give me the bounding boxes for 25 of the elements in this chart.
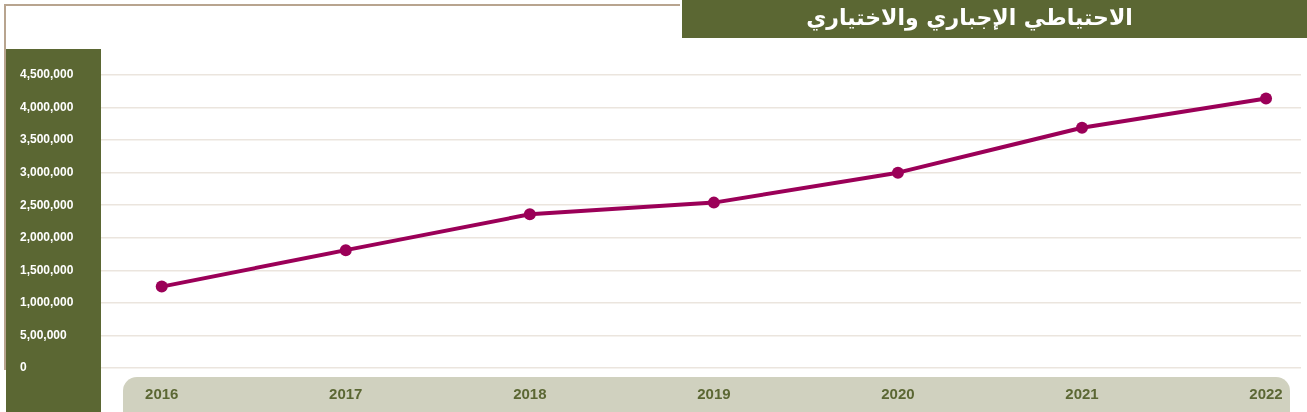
point <box>1260 92 1273 105</box>
point <box>1075 121 1088 134</box>
y-tick-label: 0 <box>20 360 27 375</box>
x-tick-label: 2017 <box>329 385 363 403</box>
y-tick-label: 2,000,000 <box>20 230 74 245</box>
chart-title: الاحتياطي الإجباري والاختياري <box>805 4 1134 33</box>
y-tick-label: 2,500,000 <box>20 197 74 212</box>
x-tick-label: 2022 <box>1249 385 1283 403</box>
point <box>891 166 904 179</box>
y-tick-label: 1,500,000 <box>20 262 74 277</box>
x-tick-label: 2019 <box>697 385 731 403</box>
x-tick-label: 2020 <box>881 385 915 403</box>
y-tick-label: 1,000,000 <box>20 295 74 310</box>
x-tick-label: 2018 <box>513 385 547 403</box>
point <box>155 280 168 293</box>
y-tick-label: 3,500,000 <box>20 132 74 147</box>
point <box>339 244 352 257</box>
y-tick-label: 5,00,000 <box>20 327 68 342</box>
y-tick-label: 4,000,000 <box>20 99 74 114</box>
x-tick-label: 2021 <box>1065 385 1099 403</box>
y-tick-label: 4,500,000 <box>20 67 74 82</box>
y-tick-label: 3,000,000 <box>20 164 74 179</box>
point <box>707 196 720 209</box>
point <box>523 208 536 221</box>
x-tick-label: 2016 <box>145 385 179 403</box>
